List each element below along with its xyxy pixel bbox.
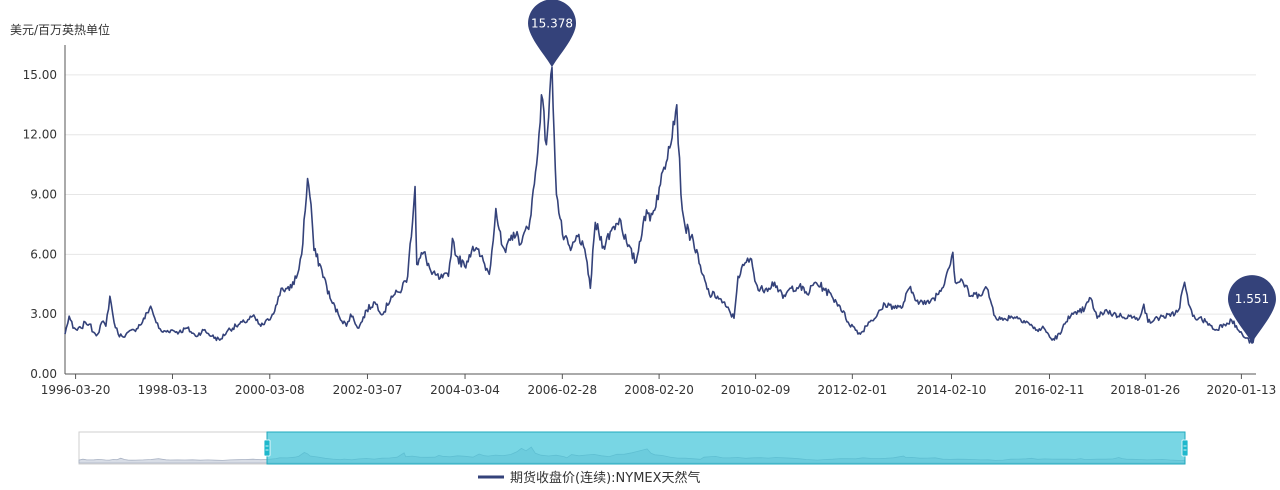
marker-pin xyxy=(1227,275,1276,344)
y-axis-ticks: 0.00 3.00 6.00 9.00 12.00 15.00 xyxy=(23,68,57,381)
zoom-left-handle[interactable] xyxy=(263,439,271,457)
x-tick-label: 2000-03-08 xyxy=(235,383,305,397)
legend-item-label[interactable]: 期货收盘价(连续):NYMEX天然气 xyxy=(510,470,701,486)
x-tick-label: 2014-02-10 xyxy=(917,383,987,397)
x-tick-label: 2020-01-13 xyxy=(1207,383,1277,397)
y-axis-label: 美元/百万英热单位 xyxy=(10,22,110,37)
marker-label: 15.378 xyxy=(531,16,573,30)
x-tick-label: 2002-03-07 xyxy=(333,383,403,397)
x-tick-label: 2012-02-01 xyxy=(817,383,887,397)
x-tick-label: 2018-01-26 xyxy=(1110,383,1180,397)
series-group xyxy=(64,66,1256,344)
zoom-right-handle[interactable] xyxy=(1181,439,1189,457)
y-tick-label: 3.00 xyxy=(30,307,57,321)
grid-lines xyxy=(65,74,1256,315)
handle-grip xyxy=(1181,439,1189,457)
y-tick-label: 0.00 xyxy=(30,367,57,381)
data-zoom-slider[interactable] xyxy=(78,431,1189,465)
x-tick-label: 2010-02-09 xyxy=(721,383,791,397)
min-value-marker[interactable]: 1.551 xyxy=(1227,275,1276,344)
series-line[interactable] xyxy=(64,66,1256,344)
handle-grip xyxy=(263,439,271,457)
max-value-marker[interactable]: 15.378 xyxy=(528,0,577,68)
y-tick-label: 6.00 xyxy=(30,247,57,261)
x-tick-label: 2006-02-28 xyxy=(527,383,597,397)
marker-pin xyxy=(528,0,577,68)
x-tick-label: 2016-02-11 xyxy=(1015,383,1085,397)
marker-label: 1.551 xyxy=(1235,292,1269,306)
markers-group: 15.378 1.551 xyxy=(528,0,1276,344)
x-tick-label: 2004-03-04 xyxy=(430,383,500,397)
y-tick-label: 12.00 xyxy=(23,128,57,142)
x-tick-label: 2008-02-20 xyxy=(624,383,694,397)
y-tick-label: 15.00 xyxy=(23,68,57,82)
legend[interactable]: 期货收盘价(连续):NYMEX天然气 xyxy=(478,470,701,486)
zoom-selected-window[interactable] xyxy=(266,431,1186,465)
y-tick-label: 9.00 xyxy=(30,188,57,202)
x-tick-label: 1996-03-20 xyxy=(41,383,111,397)
x-tick-label: 1998-03-13 xyxy=(138,383,208,397)
x-axis: 1996-03-20 1998-03-13 2000-03-08 2002-03-07… xyxy=(41,45,1277,397)
